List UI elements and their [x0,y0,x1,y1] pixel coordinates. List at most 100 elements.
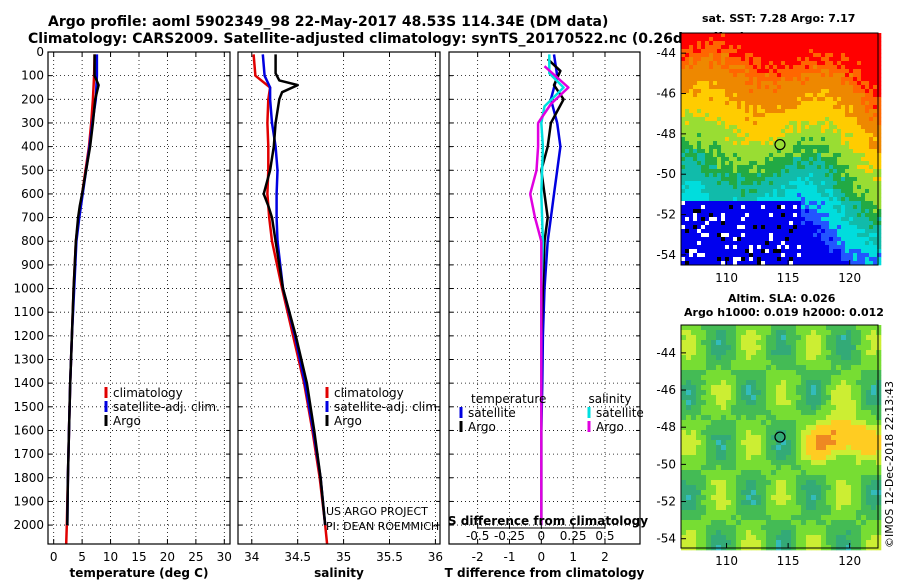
map-cell [761,245,766,250]
map-cell [837,93,842,98]
map-cell [756,475,762,481]
map-cell [709,205,714,210]
map-cell [753,225,758,230]
map-cell [686,395,692,401]
credit-line2: PI: DEAN ROEMMICH [326,520,439,533]
map-cell [821,525,827,531]
map-cell [696,465,702,471]
map-cell [817,201,822,206]
map-cell [801,450,807,456]
map-cell [833,217,838,222]
map-cell [841,117,846,122]
map-cell [713,165,718,170]
map-cell [689,121,694,126]
map-cell [689,229,694,234]
map-cell [796,365,802,371]
map-cell [681,480,687,486]
map-cell [826,475,832,481]
map-cell [813,45,818,50]
map-cell [701,340,707,346]
map-cell [869,225,874,230]
map-cell [853,149,858,154]
map-cell [681,237,686,242]
map-cell [691,445,697,451]
map-cell [857,37,862,42]
map-cell [781,495,787,501]
map-cell [857,201,862,206]
map-cell [797,173,802,178]
map-cell [865,133,870,138]
map-cell [757,141,762,146]
map-cell [721,173,726,178]
map-cell [817,129,822,134]
map-cell [731,540,737,546]
map-cell [877,237,882,242]
map-cell [721,390,727,396]
map-cell [741,105,746,110]
map-cell [766,365,772,371]
map-cell [765,137,770,142]
map-cell [809,261,814,266]
x-tick-label: 20 [160,550,175,564]
map-cell [777,177,782,182]
map-cell [836,355,842,361]
map-cell [801,505,807,511]
map-cell [761,33,766,38]
map-cell [809,85,814,90]
map-cell [745,241,750,246]
map-cell [766,505,772,511]
map-cell [741,460,747,466]
map-cell [873,145,878,150]
map-cell [811,530,817,536]
map-cell [869,73,874,78]
map-cell [825,245,830,250]
map-cell [709,105,714,110]
map-cell [841,81,846,86]
map-cell [865,237,870,242]
map-cell [791,530,797,536]
map-cell [753,241,758,246]
map-cell [813,93,818,98]
map-cell [693,45,698,50]
map-cell [791,455,797,461]
map-cell [805,221,810,226]
map-cell [753,57,758,62]
map-cell [721,181,726,186]
map-cell [693,201,698,206]
map-cell [841,45,846,50]
map-cell [809,33,814,38]
map-cell [756,425,762,431]
map-cell [733,37,738,42]
map-cell [809,149,814,154]
map-cell [791,410,797,416]
map-cell [791,490,797,496]
map-cell [801,189,806,194]
map-cell [837,37,842,42]
map-cell [753,121,758,126]
map-cell [849,141,854,146]
map-cell [741,157,746,162]
map-cell [689,241,694,246]
map-cell [793,141,798,146]
map-cell [771,480,777,486]
map-cell [693,85,698,90]
map-cell [836,400,842,406]
map-cell [866,515,872,521]
map-cell [777,185,782,190]
map-cell [773,49,778,54]
map-cell [869,61,874,66]
map-cell [821,205,826,210]
map-cell [857,225,862,230]
map-cell [685,249,690,254]
map-cell [693,229,698,234]
map-cell [785,217,790,222]
map-cell [765,257,770,262]
map-cell [786,395,792,401]
map-cell [681,370,687,376]
map-cell [725,189,730,194]
map-cell [831,330,837,336]
map-cell [797,161,802,166]
map-cell [833,117,838,122]
map-cell [845,121,850,126]
map-cell [826,525,832,531]
